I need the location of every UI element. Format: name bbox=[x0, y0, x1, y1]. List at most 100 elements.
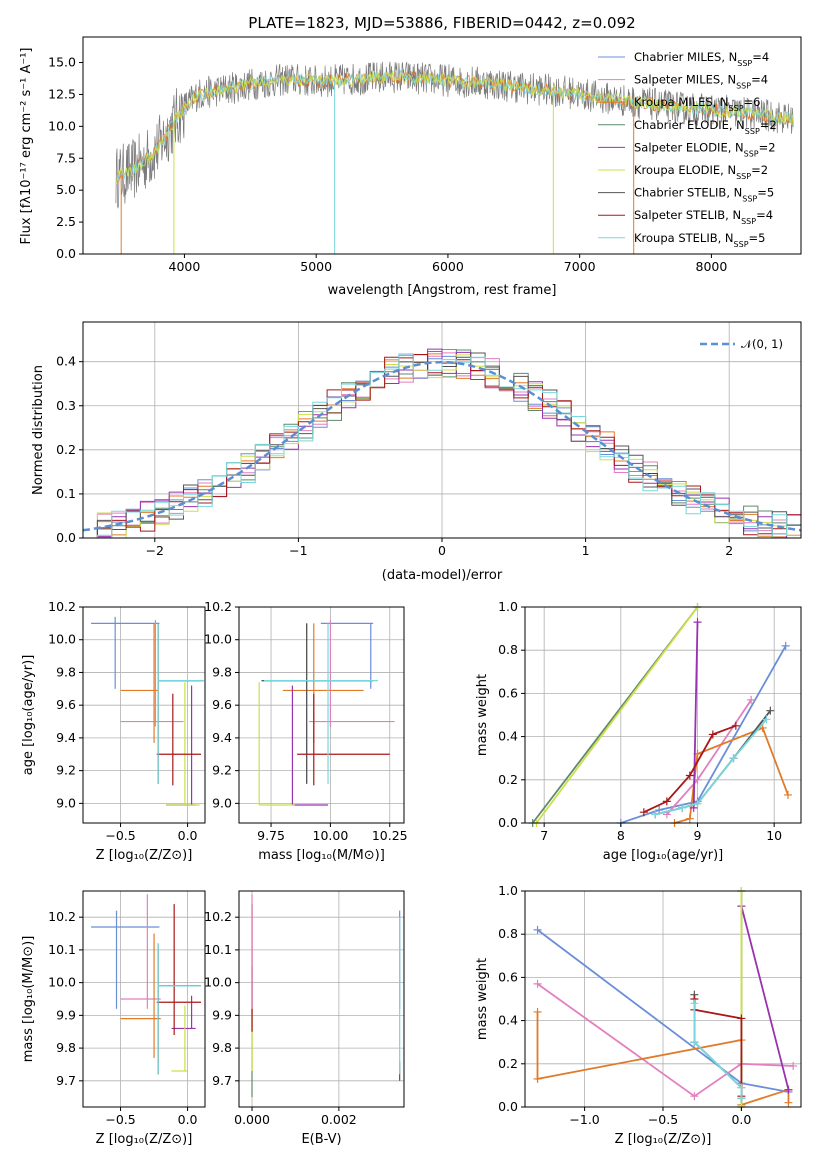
weight-vs-Z-x-tick-label: −0.5 bbox=[648, 1112, 678, 1127]
legend-subscript: SSP bbox=[736, 81, 751, 90]
age-vs-Z-y-tick-label: 9.8 bbox=[56, 664, 76, 679]
age-vs-Z-y-tick-label: 9.2 bbox=[56, 763, 76, 778]
age-vs-mass-grid bbox=[239, 606, 404, 823]
spectrum-x-tick-label: 4000 bbox=[169, 259, 201, 274]
spectrum-x-tick-label: 7000 bbox=[564, 259, 596, 274]
weight-vs-Z-marker bbox=[533, 1007, 542, 1016]
weight-vs-age-marker bbox=[685, 814, 694, 823]
legend-subscript: SSP bbox=[734, 239, 749, 248]
weight-vs-age-marker bbox=[783, 790, 792, 799]
age-vs-Z-panel: −0.5 0.0 9.0 9.2 9.4 9.6 9.8 10.0 10.2 Z [log₁₀(Z… bbox=[21, 599, 206, 863]
mass-vs-ebv-ticks: 0.000 0.002 9.7 9.8 9.9 10.0 10.1 10.2 bbox=[204, 909, 357, 1127]
weight-vs-age-marker bbox=[693, 799, 702, 808]
weight-vs-Z-ticks: −1.0 −0.5 0.0 0.0 0.2 0.4 0.6 0.8 1.0 bbox=[498, 883, 751, 1127]
residual-histogram bbox=[83, 353, 801, 539]
age-vs-Z-frame bbox=[82, 606, 206, 824]
mass-vs-Z-x-label: Z [log₁₀(Z/Z⊙)] bbox=[96, 1132, 193, 1147]
weight-vs-Z-y-tick-label: 0.4 bbox=[498, 1013, 518, 1028]
weight-vs-age-marker bbox=[766, 706, 775, 715]
age-vs-Z-x-label: Z [log₁₀(Z/Z⊙)] bbox=[96, 848, 193, 863]
mass-vs-Z-frame bbox=[82, 890, 206, 1108]
weight-vs-Z-y-label: mass weight bbox=[475, 958, 490, 1040]
legend-subscript: SSP bbox=[729, 104, 744, 113]
legend-label: Salpeter STELIB, NSSP=4 bbox=[634, 208, 773, 226]
age-vs-Z-grid bbox=[83, 606, 205, 823]
legend-label: Chabrier ELODIE, NSSP=2 bbox=[634, 118, 777, 136]
age-vs-mass-ticks: 9.75 10.00 10.25 9.0 9.2 9.4 9.6 9.8 10.0 10.2 bbox=[204, 599, 407, 843]
spectrum-x-tick-label: 8000 bbox=[696, 259, 728, 274]
age-vs-mass-y-tick-label: 10.2 bbox=[204, 599, 232, 614]
weight-vs-Z-marker bbox=[690, 1092, 699, 1101]
age-vs-Z-y-tick-label: 10.0 bbox=[48, 632, 76, 647]
weight-vs-age-series-line bbox=[643, 724, 737, 814]
spectrum-y-tick-label: 12.5 bbox=[48, 86, 76, 101]
weight-vs-Z-marker bbox=[789, 1061, 798, 1070]
weight-vs-age-marker bbox=[685, 771, 694, 780]
weight-vs-Z-y-tick-label: 0.6 bbox=[498, 969, 518, 984]
weight-vs-age-grid bbox=[525, 606, 801, 824]
mass-vs-ebv-marks bbox=[251, 894, 401, 1098]
gaussian-curve bbox=[82, 360, 802, 532]
mass-vs-ebv-y-tick-label: 10.0 bbox=[204, 975, 232, 990]
mass-vs-ebv-panel: 0.000 0.002 9.7 9.8 9.9 10.0 10.1 10.2 E(B-V) bbox=[204, 890, 405, 1147]
mass-vs-Z-ticks: −0.5 0.0 9.7 9.8 9.9 10.0 10.1 10.2 bbox=[48, 909, 197, 1127]
weight-vs-age-x-tick-label: 8 bbox=[617, 828, 625, 843]
spectrum-y-tick-label: 10.0 bbox=[48, 118, 76, 133]
mass-vs-ebv-y-tick-label: 9.9 bbox=[212, 1007, 232, 1022]
weight-vs-Z-series-line bbox=[740, 905, 790, 1090]
weight-vs-age-y-tick-label: 0.4 bbox=[498, 729, 518, 744]
residual-x-tick-label: 1 bbox=[582, 543, 590, 558]
age-vs-mass-marks bbox=[258, 620, 395, 806]
weight-vs-age-ticks: 7 8 9 10 0.0 0.2 0.4 0.6 0.8 1.0 bbox=[498, 599, 782, 843]
spectrum-y-tick-label: 0.0 bbox=[56, 246, 76, 261]
age-vs-Z-ticks: −0.5 0.0 9.0 9.2 9.4 9.6 9.8 10.0 10.2 bbox=[48, 599, 197, 843]
age-vs-mass-y-tick-label: 9.4 bbox=[212, 730, 232, 745]
observed-spectrum-line bbox=[115, 61, 794, 209]
weight-vs-age-y-label: mass weight bbox=[475, 674, 490, 756]
residual-y-tick-label: 0.1 bbox=[56, 486, 76, 501]
weight-vs-age-marker bbox=[662, 797, 671, 806]
weight-vs-Z-marker bbox=[784, 1098, 793, 1107]
age-vs-mass-x-label: mass [log₁₀(M/M⊙)] bbox=[258, 848, 385, 863]
residual-y-tick-label: 0.2 bbox=[56, 442, 76, 457]
weight-vs-age-series-line bbox=[666, 699, 752, 815]
weight-vs-Z-marker bbox=[737, 1014, 746, 1023]
weight-vs-Z-y-tick-label: 1.0 bbox=[498, 883, 518, 898]
weight-vs-age-x-tick-label: 10 bbox=[766, 828, 782, 843]
residual-y-tick-label: 0.0 bbox=[56, 530, 76, 545]
weight-vs-Z-marker bbox=[784, 1085, 793, 1094]
weight-vs-age-marker bbox=[731, 721, 740, 730]
residual-y-tick-label: 0.3 bbox=[56, 398, 76, 413]
residual-x-tick-label: −1 bbox=[289, 543, 307, 558]
legend-subscript: SSP bbox=[742, 194, 757, 203]
age-vs-mass-x-tick-label: 10.25 bbox=[372, 828, 408, 843]
weight-vs-age-series-line bbox=[620, 645, 787, 824]
spectrum-panel: PLATE=1823, MJD=53886, FIBERID=0442, z=0… bbox=[19, 14, 802, 298]
age-vs-mass-panel: 9.75 10.00 10.25 9.0 9.2 9.4 9.6 9.8 10.0 10.2 mas… bbox=[204, 599, 407, 863]
age-vs-mass-y-tick-label: 10.0 bbox=[204, 632, 232, 647]
residual-x-label: (data-model)/error bbox=[382, 568, 503, 583]
weight-vs-age-marker bbox=[708, 730, 717, 739]
weight-vs-Z-marker bbox=[533, 925, 542, 934]
age-vs-Z-y-tick-label: 9.4 bbox=[56, 730, 76, 745]
residual-x-tick-label: 0 bbox=[438, 543, 446, 558]
age-vs-Z-y-tick-label: 9.6 bbox=[56, 697, 76, 712]
weight-vs-age-series-line bbox=[535, 606, 699, 824]
mass-vs-Z-y-tick-label: 10.0 bbox=[48, 975, 76, 990]
mass-vs-ebv-y-tick-label: 9.8 bbox=[212, 1040, 232, 1055]
residual-panel: −2 −1 0 1 2 0.0 0.1 0.2 0.3 0.4 (data-model)/erro… bbox=[31, 321, 802, 583]
weight-vs-age-series-line bbox=[655, 710, 772, 816]
legend-label: Chabrier STELIB, NSSP=5 bbox=[634, 186, 774, 204]
legend-label: Kroupa ELODIE, NSSP=2 bbox=[634, 163, 768, 181]
mass-vs-Z-marks bbox=[91, 894, 201, 1075]
weight-vs-age-y-tick-label: 0.6 bbox=[498, 685, 518, 700]
mass-vs-ebv-x-label: E(B-V) bbox=[301, 1132, 341, 1147]
weight-vs-age-marker bbox=[729, 754, 738, 763]
legend-subscript: SSP bbox=[745, 126, 760, 135]
legend-subscript: SSP bbox=[744, 149, 759, 158]
age-vs-Z-y-tick-label: 9.0 bbox=[56, 795, 76, 810]
age-vs-mass-y-tick-label: 9.2 bbox=[212, 763, 232, 778]
mass-vs-ebv-y-tick-label: 10.2 bbox=[204, 909, 232, 924]
age-vs-mass-y-tick-label: 9.8 bbox=[212, 664, 232, 679]
